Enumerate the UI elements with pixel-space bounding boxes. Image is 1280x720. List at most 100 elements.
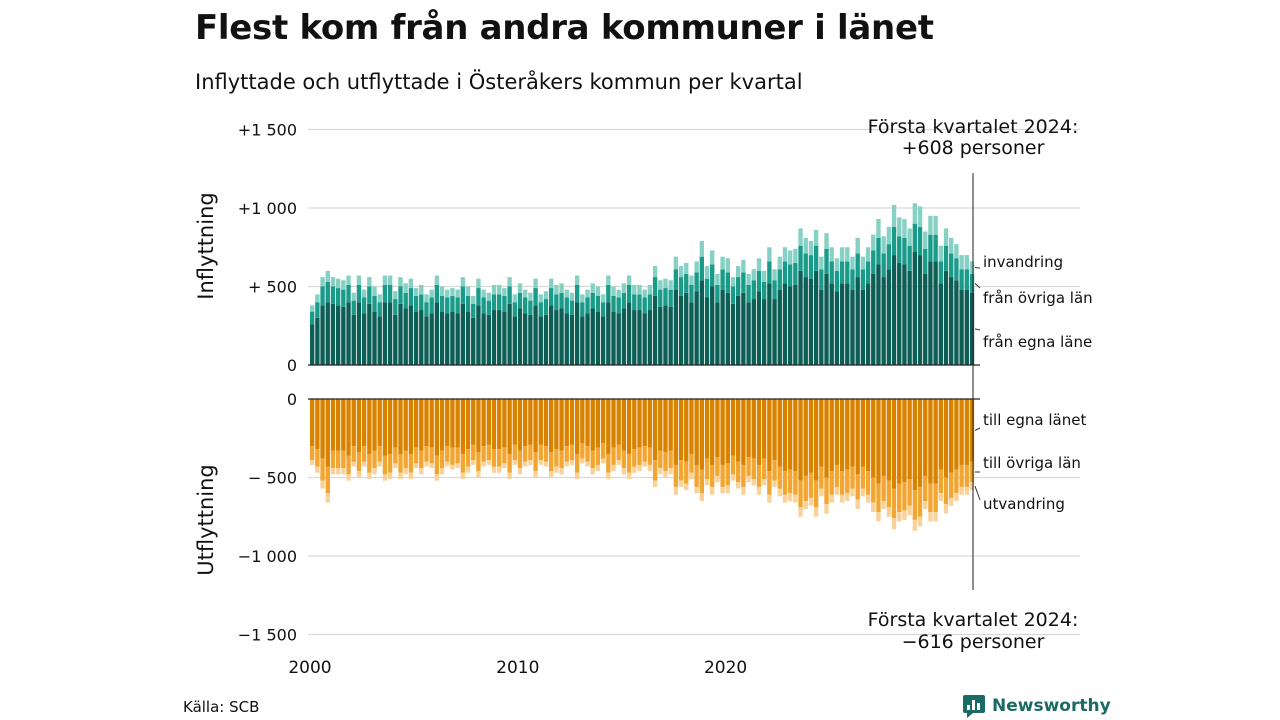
bar-outflow-3 (491, 466, 497, 473)
bar-inflow-1 (595, 311, 601, 365)
bar-inflow-1 (761, 299, 767, 365)
bar-outflow-3 (834, 486, 840, 495)
bar-inflow-3 (346, 275, 351, 285)
bar-outflow-2 (943, 477, 949, 505)
bar-outflow-2 (787, 469, 793, 494)
bar-outflow-3 (777, 488, 782, 497)
bar-outflow-3 (881, 501, 886, 509)
bar-inflow-3 (736, 266, 741, 278)
bar-outflow-1 (445, 399, 450, 447)
bar-outflow-3 (538, 460, 543, 465)
bar-outflow-3 (928, 512, 933, 522)
bar-inflow-2 (538, 302, 543, 317)
bar-outflow-2 (969, 461, 975, 483)
bar-inflow-3 (761, 270, 767, 282)
bar-inflow-1 (891, 255, 897, 365)
bar-inflow-3 (668, 280, 673, 290)
bar-inflow-3 (382, 275, 388, 285)
bar-outflow-2 (497, 449, 502, 467)
legend-leader (974, 328, 981, 331)
bar-outflow-1 (574, 399, 580, 454)
bar-inflow-1 (361, 313, 367, 365)
bar-inflow-3 (787, 250, 793, 265)
bar-inflow-2 (943, 245, 949, 271)
bar-inflow-3 (834, 258, 840, 271)
brand-logo[interactable]: Newsworthy (962, 694, 1111, 718)
bar-outflow-1 (891, 399, 897, 489)
bar-outflow-3 (320, 480, 325, 489)
bar-inflow-1 (611, 311, 616, 365)
bar-outflow-2 (346, 455, 351, 475)
bar-outflow-1 (517, 399, 523, 451)
bar-inflow-2 (517, 292, 523, 309)
bar-inflow-2 (663, 288, 668, 306)
bar-outflow-2 (580, 442, 585, 459)
y-tick-label: +1 000 (238, 199, 297, 218)
bar-outflow-1 (923, 399, 928, 476)
bar-outflow-2 (548, 452, 554, 472)
bar-outflow-3 (574, 472, 580, 480)
bar-outflow-2 (564, 446, 569, 462)
bar-outflow-3 (335, 468, 341, 475)
y-tick-label: 0 (287, 356, 297, 375)
bar-outflow-1 (606, 399, 611, 454)
bar-inflow-3 (715, 273, 720, 285)
bar-outflow-3 (502, 463, 507, 469)
bar-outflow-1 (736, 399, 741, 462)
bar-outflow-3 (616, 460, 621, 465)
bar-outflow-3 (382, 474, 388, 481)
bar-inflow-1 (439, 311, 445, 365)
bar-outflow-1 (897, 399, 902, 484)
bar-inflow-2 (808, 255, 814, 279)
bar-outflow-2 (865, 471, 871, 495)
bar-outflow-1 (413, 399, 419, 448)
bar-inflow-1 (876, 264, 881, 365)
bar-outflow-1 (315, 399, 320, 450)
bar-outflow-3 (798, 507, 803, 517)
bar-outflow-2 (902, 482, 907, 511)
bar-inflow-3 (538, 294, 543, 303)
bar-outflow-2 (850, 466, 855, 489)
bar-outflow-2 (600, 442, 606, 459)
bar-outflow-3 (907, 505, 912, 516)
bar-outflow-3 (782, 494, 788, 503)
bar-inflow-2 (855, 253, 860, 278)
bar-outflow-2 (491, 449, 497, 467)
y-tick-label: + 500 (248, 278, 297, 297)
bar-outflow-1 (538, 399, 543, 445)
bar-inflow-2 (933, 234, 938, 262)
bar-outflow-3 (652, 480, 658, 487)
bar-inflow-1 (387, 302, 393, 365)
bar-outflow-1 (647, 399, 653, 448)
bar-outflow-1 (621, 399, 627, 451)
bar-inflow-2 (928, 234, 933, 262)
bar-inflow-2 (481, 297, 486, 314)
bar-outflow-2 (533, 452, 538, 472)
bar-outflow-2 (777, 466, 782, 489)
bar-outflow-3 (361, 461, 367, 467)
bar-inflow-2 (891, 226, 897, 256)
bar-inflow-3 (959, 255, 964, 270)
bar-outflow-2 (637, 447, 642, 465)
bar-inflow-3 (626, 275, 632, 285)
bar-inflow-3 (445, 289, 450, 298)
bar-inflow-3 (720, 256, 725, 270)
bar-outflow-1 (434, 399, 440, 456)
bar-inflow-1 (720, 289, 725, 365)
bar-inflow-3 (871, 234, 876, 251)
bar-inflow-3 (730, 277, 736, 287)
bar-outflow-1 (881, 399, 886, 476)
bar-inflow-3 (756, 258, 762, 271)
bar-outflow-3 (668, 468, 673, 475)
bar-inflow-2 (772, 280, 777, 300)
bar-outflow-1 (465, 399, 471, 450)
bar-outflow-1 (772, 399, 777, 461)
bar-inflow-2 (865, 261, 871, 284)
bar-outflow-2 (725, 463, 730, 486)
bar-inflow-1 (912, 251, 918, 365)
bar-inflow-3 (502, 288, 507, 296)
bar-inflow-1 (730, 303, 736, 365)
bar-outflow-1 (845, 399, 850, 470)
bars (310, 203, 975, 531)
bar-inflow-1 (341, 306, 346, 365)
